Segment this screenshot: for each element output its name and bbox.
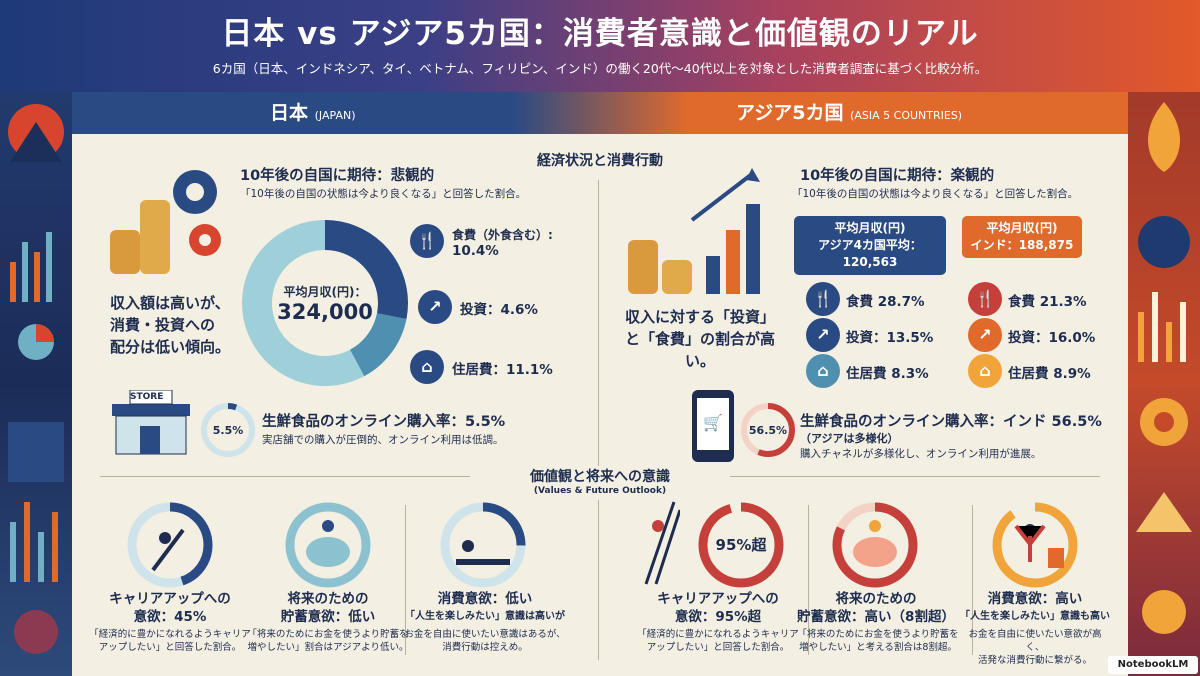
asia-consumption-title: 消費意欲：高い 「人生を楽しみたい」意識も高い — [960, 591, 1110, 622]
section-values-title: 価値観と将来への意識 — [470, 466, 730, 486]
india-stat-invest: 投資：16.0% — [1008, 330, 1096, 346]
asia-header-band — [688, 92, 1128, 134]
india-house-icon: ⌂ — [968, 354, 1002, 388]
japan-online-ring-label: 5.5% — [212, 424, 244, 437]
japan-consumption-note: お金を自由に使いたい意識はあるが、 消費行動は控えめ。 — [404, 629, 566, 653]
japan-savings-ring — [285, 502, 371, 588]
india-income-callout: 平均月収(円) インド：188,875 — [962, 216, 1082, 258]
left-pattern-icon — [8, 104, 64, 654]
asia-online-note: 購入チャネルが多様化し、オンライン利用が進展。 — [800, 448, 1042, 460]
store-sign: STORE — [130, 392, 164, 402]
asia-column-title: アジア5カ国 (ASIA 5 COUNTRIES) — [736, 102, 963, 124]
asia-career-ring — [698, 502, 784, 588]
values-divider — [598, 500, 599, 660]
coins-growth-icon — [628, 168, 760, 294]
asia-invest-icon: ↗ — [806, 318, 840, 352]
asia-stat-housing: 住居費 8.3% — [846, 366, 929, 382]
content-panel — [72, 92, 1128, 676]
right-pattern-icon — [1136, 102, 1192, 634]
japan-online-ring — [201, 403, 255, 457]
donut-value: 324,000 — [277, 300, 373, 324]
asia-savings-note: 「将来のためにお金を使うより貯蓄を 増やしたい」と考える割合は8割超。 — [797, 629, 959, 653]
japan-consumption-ring — [440, 502, 526, 588]
japan-career-note: 「経済的に豊かになれるようキャリア アップしたい」と回答した割合。 — [89, 629, 251, 653]
page-title: 日本 vs アジア5カ国：消費者意識と価値観のリアル — [221, 16, 979, 52]
japan-values-divider — [405, 505, 406, 655]
asia-consumption-ring — [992, 502, 1078, 588]
asia-values-divider-2 — [972, 505, 973, 655]
asia-values-divider-1 — [808, 505, 809, 655]
india-stat-housing: 住居費 8.9% — [1008, 366, 1091, 382]
japan-online-note: 実店舗での購入が圧倒的、オンライン利用は低調。 — [262, 434, 504, 446]
growth-chart-icon: ↗ — [418, 290, 452, 324]
asia-career-note: 「経済的に豊かになれるようキャリア アップしたい」と回答した割合。 — [637, 629, 799, 653]
japan-stat-invest: 投資：4.6% — [460, 302, 538, 318]
asia-stat-invest: 投資：13.5% — [846, 330, 934, 346]
india-food-icon: 🍴 — [968, 282, 1002, 316]
center-pattern-band — [512, 92, 688, 134]
section-values-subtitle: (Values & Future Outlook) — [533, 486, 667, 496]
asia-online-sub: （アジアは多様化） — [800, 432, 899, 445]
asia-outlook-heading: 10年後の自国に期待：楽観的 — [800, 168, 995, 184]
japan-outlook-note: 「10年後の自国の状態は今より良くなる」と回答した割合。 — [240, 188, 527, 200]
column-divider — [598, 180, 599, 470]
japan-online-heading: 生鮮食品のオンライン購入率：5.5% — [262, 414, 506, 430]
header-banner — [0, 0, 1200, 92]
fork-knife-icon: 🍴 — [410, 224, 444, 258]
japan-stat-food: 食費（外食含む）: 10.4% — [452, 228, 553, 259]
japan-consumption-title: 消費意欲：低い 「人生を楽しみたい」意識は高いが — [405, 591, 565, 622]
section-economy-title: 経済状況と消費行動 — [537, 153, 663, 169]
asia-savings-ring — [832, 502, 918, 588]
watermark: NotebookLM — [1108, 656, 1198, 674]
coins-gears-icon — [110, 170, 221, 274]
ladder-climber-icon — [644, 501, 680, 585]
india-invest-icon: ↗ — [968, 318, 1002, 352]
japan-career-title: キャリアアップへの 意欲：45% — [109, 591, 231, 625]
asia-food-icon: 🍴 — [806, 282, 840, 316]
asia-consumption-note: お金を自由に使いたい意欲が高く、 活発な消費行動に繋がる。 — [968, 629, 1102, 666]
asia-online-ring-label: 56.5% — [748, 424, 788, 437]
donut-label: 平均月収(円)： — [283, 285, 367, 299]
asia-savings-title: 将来のための 貯蓄意欲：高い（8割超） — [797, 591, 955, 625]
japan-outlook-heading: 10年後の自国に期待：悲観的 — [240, 168, 435, 184]
asia-avg-income-callout: 平均月収(円) アジア4カ国平均：120,563 — [794, 216, 946, 275]
asia-stat-food: 食費 28.7% — [846, 294, 925, 310]
japan-savings-title: 将来のための 貯蓄意欲：低い — [280, 591, 376, 625]
page-subtitle: 6カ国（日本、インドネシア、タイ、ベトナム、フィリピン、インド）の働く20代〜4… — [212, 61, 988, 76]
right-decorative-panel — [1128, 92, 1200, 676]
house-icon: ⌂ — [410, 350, 444, 384]
asia-summary: 収入に対する「投資」 と「食費」の割合が高い。 — [624, 308, 775, 370]
japan-column-title: 日本 (JAPAN) — [270, 102, 356, 124]
japan-stat-housing: 住居費：11.1% — [452, 362, 553, 378]
income-donut-chart — [242, 220, 408, 386]
asia-career-title: キャリアアップへの 意欲：95%超 — [657, 591, 779, 625]
svg-text:🛒: 🛒 — [703, 413, 723, 432]
left-decorative-panel — [0, 92, 72, 676]
smartphone-cart-icon: 🛒 — [692, 390, 734, 462]
japan-header-band — [72, 92, 512, 134]
japan-savings-note: 「将来のためにお金を使うより貯蓄を 増やしたい」割合はアジアより低い。 — [247, 629, 409, 653]
asia-career-ring-label: 95%超 — [715, 536, 767, 554]
india-stat-food: 食費 21.3% — [1008, 294, 1087, 310]
asia-online-ring — [741, 403, 795, 457]
japan-summary: 収入額は高いが、 消費・投資への 配分は低い傾向。 — [110, 294, 231, 356]
asia-house-icon: ⌂ — [806, 354, 840, 388]
asia-online-heading: 生鮮食品のオンライン購入率：インド 56.5% — [800, 414, 1102, 430]
asia-outlook-note: 「10年後の自国の状態は今より良くなる」と回答した割合。 — [792, 188, 1079, 200]
japan-career-ring — [127, 502, 213, 588]
store-icon — [112, 390, 190, 455]
